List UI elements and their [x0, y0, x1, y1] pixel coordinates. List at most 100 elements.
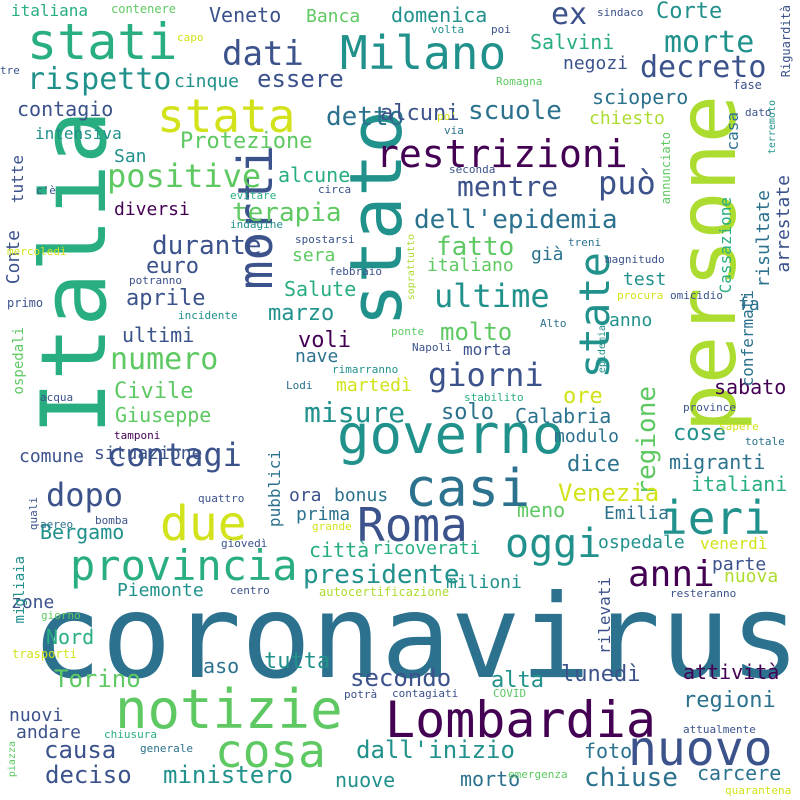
word-176: totale	[745, 435, 785, 448]
word-6: Lombardia	[385, 691, 656, 749]
word-102: negozi	[563, 53, 629, 74]
word-76: Calabria	[515, 404, 612, 428]
word-166: omicidio	[670, 289, 723, 302]
word-23: giorni	[428, 356, 544, 394]
word-91: morto	[460, 767, 521, 791]
word-137: rilevati	[595, 577, 614, 655]
word-175: sapere	[719, 420, 759, 433]
word-101: nuove	[335, 768, 396, 792]
word-58: alcuni	[380, 101, 460, 126]
word-193: COVID	[493, 687, 527, 700]
word-171: rimarranno	[332, 363, 399, 376]
word-0: coronavirus	[31, 570, 800, 705]
word-150: terremoto	[767, 100, 778, 155]
word-199: quarantena	[725, 784, 792, 797]
word-142: capo	[177, 31, 204, 44]
word-80: attività	[683, 660, 780, 684]
word-74: voli	[298, 328, 351, 353]
word-62: contagio	[17, 97, 114, 121]
word-7: casi	[405, 459, 531, 519]
word-106: italiano	[427, 255, 514, 276]
word-113: venerdì	[700, 534, 768, 553]
word-99: nuovi	[9, 705, 64, 726]
word-129: arrestate	[773, 175, 794, 273]
word-64: euro	[146, 254, 199, 279]
word-160: magnitudo	[605, 253, 665, 266]
word-114: martedì	[336, 375, 412, 396]
word-115: milioni	[446, 572, 522, 593]
word-183: bomba	[95, 514, 129, 527]
word-158: spostarsi	[295, 233, 355, 246]
word-135: pubblici	[265, 450, 284, 528]
word-128: risultate	[753, 190, 774, 288]
word-87: Emilia	[604, 503, 670, 524]
word-28: ultime	[434, 277, 550, 315]
word-15: ieri	[660, 491, 771, 545]
word-39: detto	[326, 102, 405, 132]
word-187: autocertificazione	[319, 585, 450, 599]
word-170: Napoli	[412, 341, 452, 354]
word-77: meno	[517, 498, 566, 522]
word-26: positive	[107, 157, 262, 195]
word-32: rispetto	[27, 62, 172, 97]
word-164: incidente	[178, 309, 238, 322]
word-31: decreto	[640, 50, 767, 85]
word-34: dell'epidemia	[414, 205, 618, 235]
word-127: fa	[738, 294, 760, 315]
word-132: confermati	[738, 290, 757, 387]
word-122: sera	[292, 245, 336, 266]
word-96: caso	[191, 654, 240, 678]
word-196: generale	[140, 742, 193, 755]
word-126: tutte	[8, 155, 27, 204]
word-66: Salvini	[530, 30, 615, 54]
word-73: alcune	[278, 163, 351, 187]
word-117: prima	[296, 504, 351, 525]
word-78: Bergamo	[40, 520, 125, 544]
word-71: Giuseppe	[115, 403, 212, 427]
word-70: sciopero	[592, 85, 689, 109]
word-119: zone	[11, 592, 55, 613]
word-54: regioni	[683, 688, 776, 713]
word-57: cose	[673, 421, 726, 446]
word-42: terapia	[232, 198, 342, 228]
word-53: lunedì	[561, 662, 641, 687]
word-144: poi	[491, 23, 511, 36]
word-63: aprile	[126, 286, 206, 311]
word-151: c'è	[36, 184, 56, 197]
word-147: po'	[437, 110, 457, 123]
word-189: giorno	[41, 609, 81, 622]
word-41: fatto	[436, 232, 515, 262]
word-81: alta	[491, 668, 544, 693]
word-192: contagiati	[392, 687, 459, 700]
word-86: situazione	[94, 443, 203, 464]
word-50: ex	[551, 0, 588, 32]
word-112: nuova	[724, 566, 779, 587]
word-174: province	[683, 401, 736, 414]
word-13: nuovo	[628, 721, 773, 777]
word-67: domenica	[391, 3, 488, 27]
word-178: stabilito	[464, 391, 524, 404]
word-155: seconda	[449, 163, 496, 176]
word-149: dato	[745, 106, 772, 119]
word-198: emergenza	[508, 768, 568, 781]
word-179: tamponi	[114, 429, 161, 442]
word-43: essere	[257, 65, 344, 93]
word-143: volta	[431, 23, 465, 36]
word-165: procura	[617, 289, 664, 302]
word-111: parte	[712, 554, 767, 575]
word-83: sabato	[714, 375, 787, 399]
word-60: Protezione	[180, 129, 313, 154]
word-79: tutta	[264, 649, 331, 674]
word-182: quattro	[198, 492, 245, 505]
word-90: foto	[584, 739, 633, 763]
word-105: cinque	[174, 71, 240, 92]
word-116: bonus	[334, 485, 389, 506]
word-168: Alto	[540, 317, 567, 330]
word-84: italiani	[691, 472, 788, 496]
word-45: deciso	[45, 761, 132, 789]
word-161: febbraio	[329, 265, 382, 278]
word-44: secondo	[350, 664, 452, 692]
word-121: nave	[295, 346, 339, 367]
word-25: dopo	[46, 476, 124, 514]
